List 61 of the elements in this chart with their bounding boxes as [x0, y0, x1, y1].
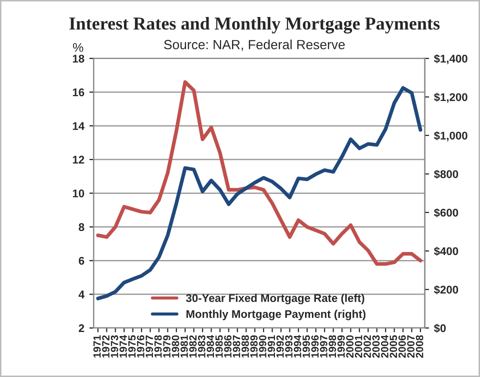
x-tick-label: 1973 [110, 335, 118, 358]
x-tick-label: 1984 [206, 334, 214, 358]
x-tick-label: 1986 [224, 335, 232, 358]
chart-title: Interest Rates and Monthly Mortgage Payments [69, 16, 440, 34]
x-tick-label: 1985 [215, 335, 223, 358]
y-tick-label: 6 [78, 256, 84, 265]
y-tick-label: 10 [72, 189, 84, 198]
y2-tick-label: $1,200 [434, 92, 468, 103]
y-axis-title: % [72, 43, 84, 52]
x-tick-label: 2008 [416, 335, 424, 358]
x-tick-label: 1994 [294, 334, 302, 358]
x-tick-label: 1991 [268, 335, 276, 358]
y-tick-label: 2 [78, 324, 84, 332]
x-tick-label: 1993 [285, 335, 293, 358]
legend-label: 30-Year Fixed Mortgage Rate (left) [186, 294, 364, 304]
line-series [96, 80, 422, 266]
x-tick-label: 2007 [407, 335, 415, 358]
x-tick-label: 2004 [381, 334, 388, 358]
legend-label: Monthly Mortgage Payment (right) [186, 310, 366, 320]
x-tick-label: 1987 [232, 335, 240, 358]
x-tick-label: 1978 [154, 335, 162, 358]
x-tick-label: 1997 [320, 335, 328, 358]
x-tick-label: 1975 [128, 335, 136, 358]
y-tick-label: 16 [72, 88, 84, 96]
y2-tick-label: $200 [434, 285, 458, 294]
y2-tick-label: $1,400 [434, 54, 468, 64]
x-tick-label: 1976 [136, 335, 144, 358]
y-tick-label: 4 [78, 290, 85, 298]
x-tick-label: 1974 [120, 334, 127, 358]
x-tick-label: 1971 [93, 335, 101, 358]
x-tick-label: 1979 [163, 335, 170, 358]
x-tick-label: 1995 [302, 335, 310, 358]
x-tick-label: 1989 [250, 335, 258, 358]
x-tick-label: 2001 [354, 335, 362, 358]
chart-subtitle: Source: NAR, Federal Reserve [164, 40, 345, 51]
x-tick-label: 2005 [390, 335, 398, 358]
x-tick-label: 2006 [398, 335, 406, 358]
y-tick-label: 12 [72, 156, 84, 164]
x-tick-label: 2003 [372, 335, 380, 358]
x-tick-label: 1988 [242, 335, 249, 358]
x-tick-label: 2000 [346, 335, 354, 358]
y2-tick-label: $800 [434, 170, 458, 179]
x-tick-label: 1999 [337, 335, 345, 358]
x-tick-label: 1983 [198, 335, 206, 358]
x-tick-label: 2002 [364, 335, 371, 358]
x-tick-label: 1982 [189, 335, 197, 358]
x-tick-label: 1980 [172, 335, 180, 358]
x-tick-label: 1990 [258, 335, 266, 358]
x-tick-label: 1972 [102, 335, 110, 358]
y2-tick-label: $400 [434, 246, 458, 256]
y2-tick-label: $600 [434, 208, 458, 218]
x-tick-label: 1981 [180, 335, 188, 358]
y-tick-label: 14 [72, 122, 85, 130]
y-tick-label: 18 [72, 54, 84, 63]
y2-tick-label: $1,000 [434, 131, 468, 142]
y2-tick-label: $0 [434, 324, 446, 333]
x-tick-label: 1998 [328, 335, 336, 358]
x-tick-label: 1977 [146, 335, 154, 358]
x-tick-label: 1992 [276, 335, 284, 358]
y-tick-label: 8 [78, 223, 84, 232]
x-tick-label: 1996 [311, 335, 319, 358]
